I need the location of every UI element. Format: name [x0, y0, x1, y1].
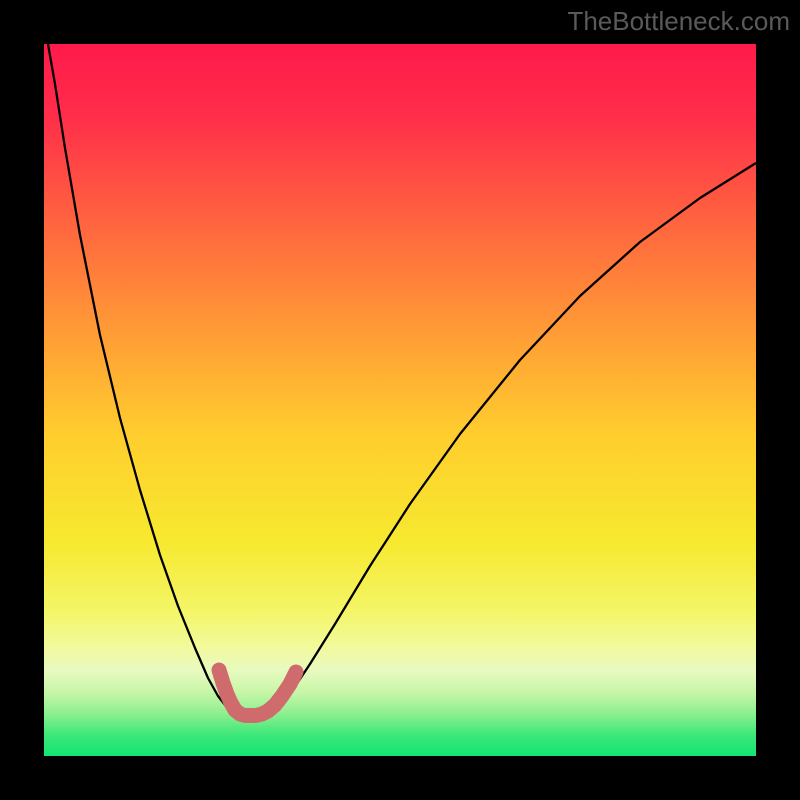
- chart-stage: TheBottleneck.com: [0, 0, 800, 800]
- plot-background: [44, 44, 756, 756]
- watermark-text: TheBottleneck.com: [567, 6, 790, 37]
- bottleneck-curve-chart: [0, 0, 800, 800]
